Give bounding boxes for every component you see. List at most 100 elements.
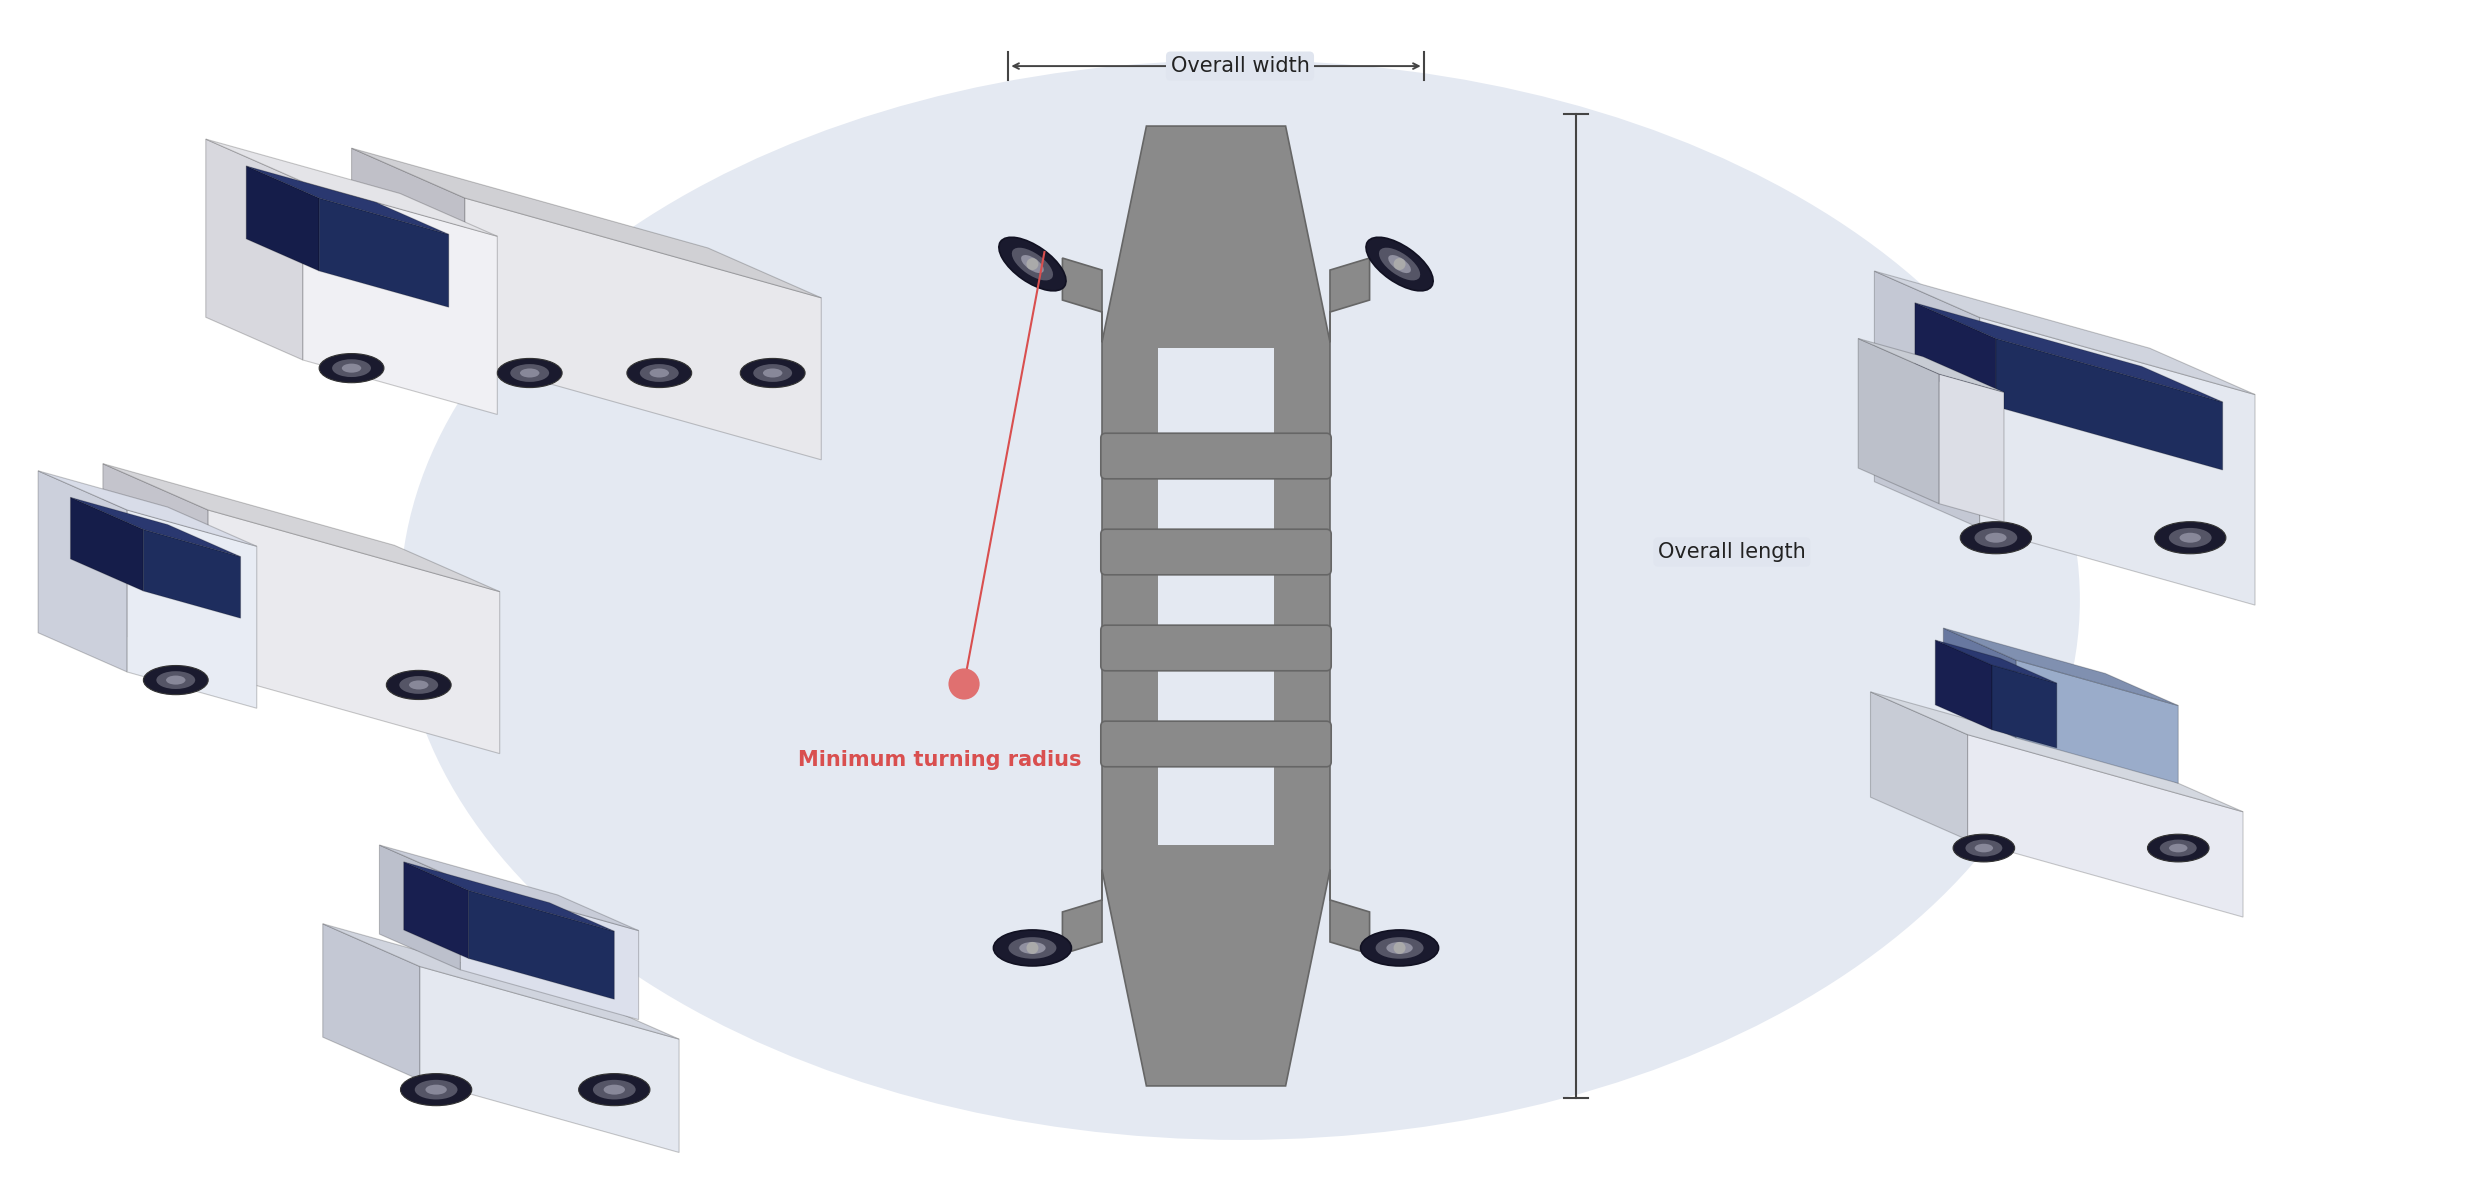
Ellipse shape: [2155, 522, 2227, 553]
Polygon shape: [379, 845, 461, 970]
Text: Overall width: Overall width: [1171, 56, 1309, 76]
Polygon shape: [1870, 692, 1967, 840]
Text: Minimum turning radius: Minimum turning radius: [799, 750, 1081, 770]
FancyBboxPatch shape: [1101, 625, 1332, 671]
Ellipse shape: [1386, 942, 1414, 954]
Ellipse shape: [999, 238, 1066, 290]
Polygon shape: [126, 510, 258, 708]
Polygon shape: [419, 966, 680, 1152]
Ellipse shape: [399, 676, 439, 694]
Ellipse shape: [511, 364, 548, 382]
Ellipse shape: [2170, 528, 2212, 547]
Ellipse shape: [754, 364, 791, 382]
Polygon shape: [1858, 338, 2004, 392]
Polygon shape: [2016, 660, 2177, 784]
Ellipse shape: [399, 60, 2081, 1140]
Ellipse shape: [332, 359, 372, 377]
Ellipse shape: [764, 368, 781, 378]
Ellipse shape: [409, 680, 429, 690]
Polygon shape: [246, 166, 320, 271]
Polygon shape: [1915, 302, 2222, 402]
Polygon shape: [322, 924, 680, 1039]
Polygon shape: [1944, 628, 2016, 738]
Ellipse shape: [342, 364, 362, 373]
FancyBboxPatch shape: [1158, 763, 1275, 845]
Polygon shape: [469, 890, 615, 1000]
Polygon shape: [69, 497, 144, 592]
Ellipse shape: [1959, 522, 2031, 553]
Polygon shape: [246, 166, 449, 234]
Ellipse shape: [1022, 256, 1044, 274]
FancyBboxPatch shape: [1101, 433, 1332, 479]
Ellipse shape: [1379, 247, 1421, 281]
Polygon shape: [1858, 338, 1939, 504]
Polygon shape: [303, 182, 498, 414]
Text: Overall length: Overall length: [1659, 542, 1805, 562]
Ellipse shape: [387, 671, 451, 700]
Ellipse shape: [593, 1080, 635, 1099]
Polygon shape: [1870, 692, 2242, 811]
Ellipse shape: [1366, 238, 1433, 290]
Polygon shape: [461, 881, 637, 1020]
Ellipse shape: [2180, 533, 2200, 542]
Ellipse shape: [1019, 942, 1047, 954]
Ellipse shape: [742, 359, 806, 388]
Polygon shape: [1915, 302, 1996, 407]
Polygon shape: [379, 845, 637, 930]
FancyBboxPatch shape: [1158, 667, 1275, 725]
Polygon shape: [352, 148, 821, 298]
Ellipse shape: [414, 1080, 456, 1099]
Polygon shape: [322, 924, 419, 1080]
Circle shape: [947, 668, 980, 700]
Ellipse shape: [1009, 937, 1056, 959]
FancyBboxPatch shape: [1101, 529, 1332, 575]
Ellipse shape: [166, 676, 186, 685]
Ellipse shape: [627, 359, 692, 388]
Ellipse shape: [1954, 834, 2014, 862]
Ellipse shape: [2160, 840, 2197, 857]
Polygon shape: [37, 470, 258, 546]
Ellipse shape: [1984, 533, 2006, 542]
Ellipse shape: [1974, 844, 1994, 852]
Polygon shape: [102, 463, 498, 592]
Ellipse shape: [427, 1085, 446, 1094]
Ellipse shape: [603, 1085, 625, 1094]
Ellipse shape: [578, 1074, 650, 1105]
Polygon shape: [1934, 640, 1991, 730]
Polygon shape: [1061, 126, 1369, 1086]
Ellipse shape: [1012, 247, 1054, 281]
Ellipse shape: [144, 666, 208, 695]
Polygon shape: [1934, 640, 2056, 683]
Ellipse shape: [1376, 937, 1424, 959]
Polygon shape: [1967, 734, 2242, 917]
Polygon shape: [1939, 374, 2004, 522]
Ellipse shape: [1967, 840, 2001, 857]
Polygon shape: [464, 198, 821, 460]
Polygon shape: [144, 529, 241, 618]
Polygon shape: [206, 139, 498, 236]
Polygon shape: [1996, 338, 2222, 470]
Polygon shape: [1991, 665, 2056, 748]
Polygon shape: [102, 463, 208, 672]
Circle shape: [1027, 942, 1039, 954]
Polygon shape: [404, 862, 469, 959]
FancyBboxPatch shape: [1158, 571, 1275, 629]
Ellipse shape: [320, 354, 384, 383]
Ellipse shape: [2170, 844, 2187, 852]
Ellipse shape: [1389, 256, 1411, 274]
Ellipse shape: [994, 930, 1071, 966]
Ellipse shape: [399, 1074, 471, 1105]
Ellipse shape: [640, 364, 680, 382]
Circle shape: [1027, 258, 1039, 270]
Ellipse shape: [498, 359, 563, 388]
Polygon shape: [352, 148, 464, 360]
Polygon shape: [1875, 271, 1979, 528]
Polygon shape: [37, 470, 126, 672]
Polygon shape: [1979, 318, 2254, 605]
FancyBboxPatch shape: [1158, 475, 1275, 533]
FancyBboxPatch shape: [1101, 721, 1332, 767]
Polygon shape: [206, 139, 303, 360]
Polygon shape: [1875, 271, 2254, 395]
Circle shape: [1394, 942, 1406, 954]
Polygon shape: [404, 862, 615, 931]
